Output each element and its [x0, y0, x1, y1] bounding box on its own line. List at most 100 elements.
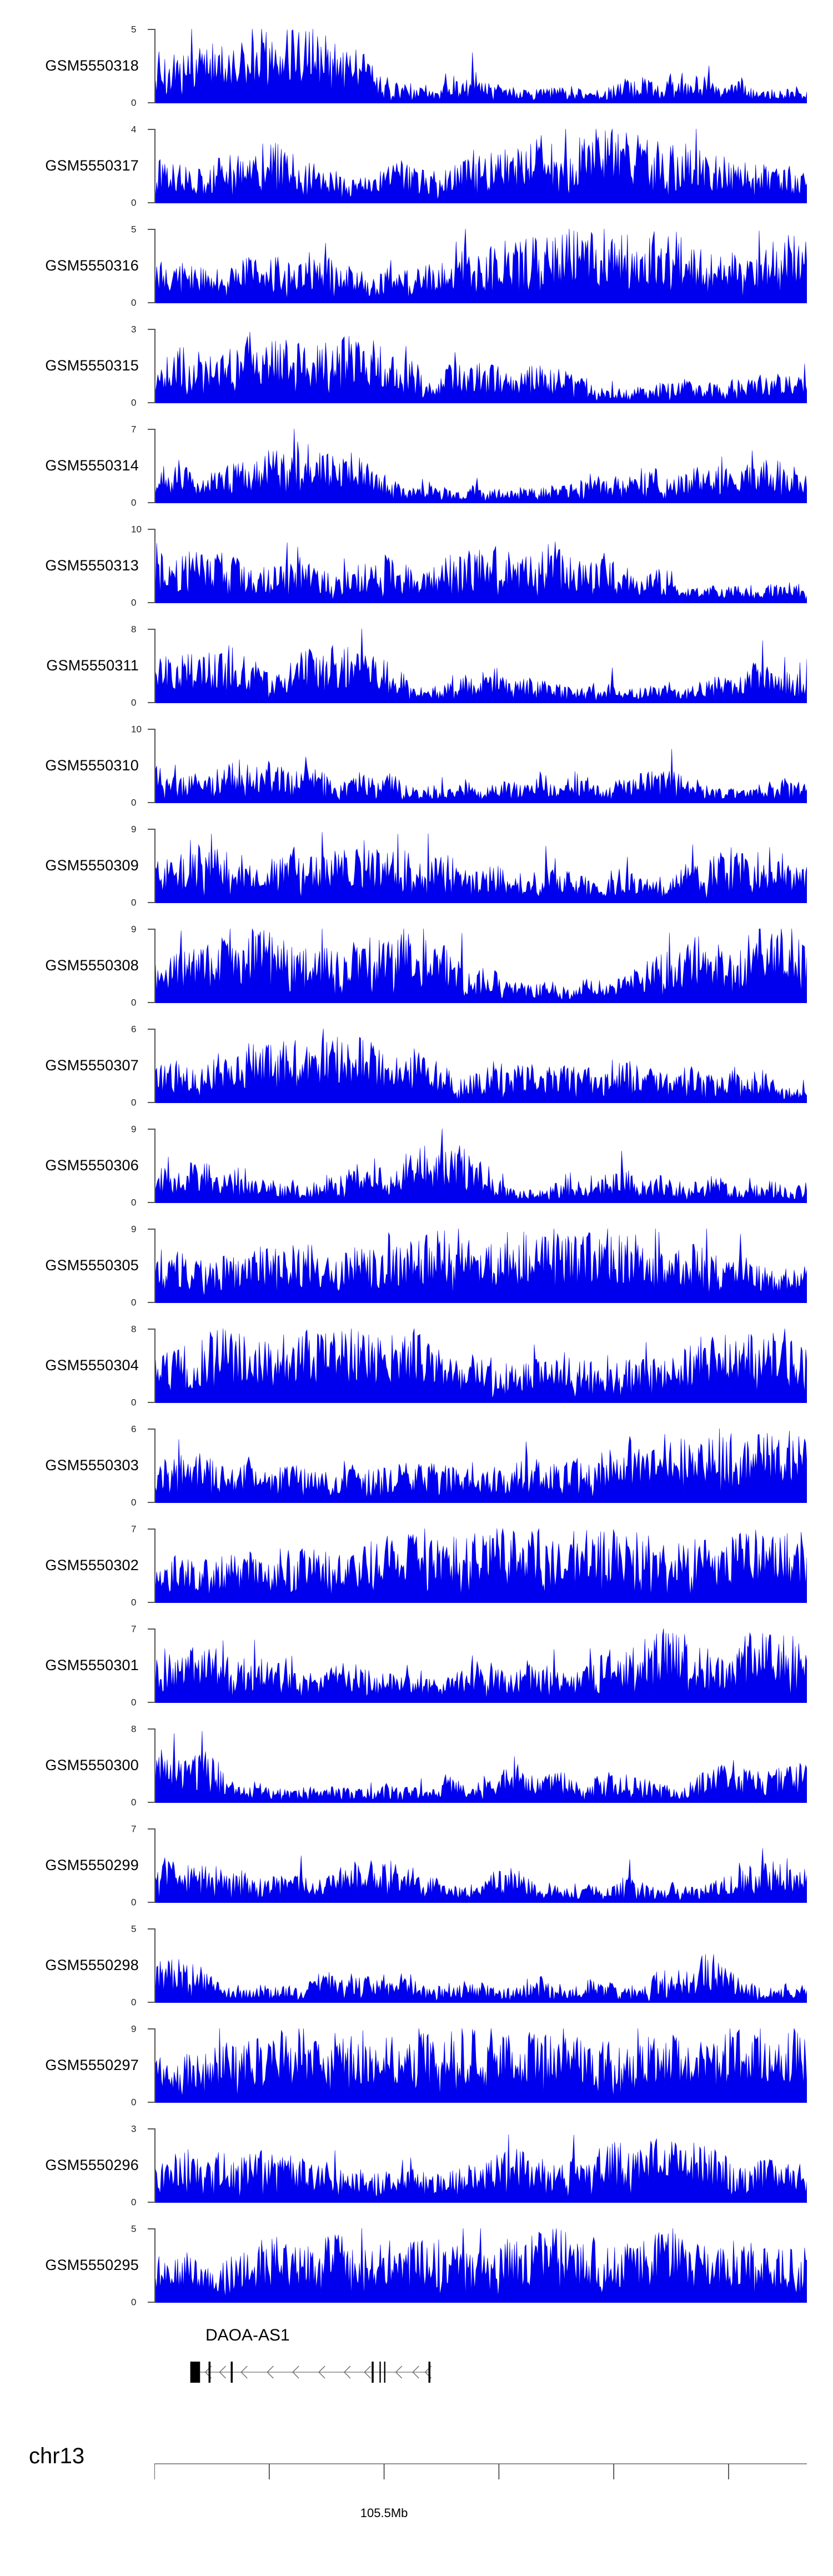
- coverage-track[interactable]: GSM5550304 8 0: [0, 1315, 833, 1415]
- gene-model-svg: [190, 2362, 432, 2383]
- coverage-track[interactable]: GSM5550301 7 0: [0, 1615, 833, 1715]
- coverage-track[interactable]: GSM5550309 9 0: [0, 815, 833, 915]
- y-axis-tick-bottom: [148, 1402, 155, 1403]
- gene-annotation-track: DAOA-AS1: [0, 2315, 833, 2432]
- y-axis-tick-bottom: [148, 1302, 155, 1303]
- coverage-area-plot: [155, 1229, 807, 1303]
- coverage-track[interactable]: GSM5550311 8 0: [0, 615, 833, 715]
- y-axis-tick-top: [148, 829, 155, 830]
- gene-exon-block[interactable]: [379, 2362, 381, 2383]
- coverage-track[interactable]: GSM5550296 3 0: [0, 2115, 833, 2215]
- coverage-track[interactable]: GSM5550303 6 0: [0, 1415, 833, 1515]
- y-axis-line: [154, 29, 155, 103]
- coverage-area-plot: [155, 1329, 807, 1403]
- gene-exon-block[interactable]: [384, 2362, 385, 2383]
- coverage-track[interactable]: GSM5550316 5 0: [0, 215, 833, 315]
- y-axis-tick-bottom: [148, 2002, 155, 2003]
- coverage-track[interactable]: GSM5550302 7 0: [0, 1515, 833, 1615]
- coverage-track[interactable]: GSM5550295 5 0: [0, 2215, 833, 2315]
- coverage-track[interactable]: GSM5550300 8 0: [0, 1715, 833, 1815]
- track-plot-area[interactable]: 10 0: [131, 525, 807, 608]
- y-axis-tick-bottom: [148, 902, 155, 903]
- track-sample-label: GSM5550309: [45, 856, 139, 874]
- coverage-area-plot: [155, 749, 807, 803]
- coverage-track[interactable]: GSM5550299 7 0: [0, 1815, 833, 1915]
- coverage-polygon: [155, 929, 807, 1003]
- y-axis-min-label: 0: [131, 1297, 137, 1308]
- y-axis-min-label: 0: [131, 2197, 137, 2208]
- y-axis-line: [154, 129, 155, 203]
- y-axis-tick-bottom: [148, 1502, 155, 1503]
- coverage-track[interactable]: GSM5550297 9 0: [0, 2015, 833, 2115]
- y-axis-tick-top: [148, 2128, 155, 2129]
- gene-exon-block[interactable]: [208, 2362, 211, 2383]
- y-axis-tick-bottom: [148, 1202, 155, 1203]
- coverage-polygon: [155, 1954, 807, 2003]
- y-axis-max-label: 9: [131, 924, 137, 935]
- y-axis-tick-bottom: [148, 702, 155, 703]
- coverage-track[interactable]: GSM5550310 10 0: [0, 715, 833, 815]
- coverage-track[interactable]: GSM5550298 5 0: [0, 1915, 833, 2015]
- y-axis-tick-bottom: [148, 2302, 155, 2303]
- coverage-track[interactable]: GSM5550306 9 0: [0, 1115, 833, 1215]
- y-axis-max-label: 6: [131, 1424, 137, 1435]
- track-sample-label: GSM5550311: [46, 656, 139, 674]
- coverage-track[interactable]: GSM5550308 9 0: [0, 915, 833, 1015]
- coverage-polygon: [155, 2134, 807, 2203]
- coverage-track[interactable]: GSM5550307 6 0: [0, 1015, 833, 1115]
- gene-exon-block[interactable]: [372, 2362, 374, 2383]
- y-axis-max-label: 3: [131, 2123, 137, 2134]
- chromosome-label: chr13: [29, 2444, 85, 2468]
- coverage-area-plot: [155, 1731, 807, 1803]
- coverage-area-plot: [155, 229, 807, 303]
- y-axis-max-label: 8: [131, 1723, 137, 1735]
- track-plot-area[interactable]: 10 0: [131, 725, 807, 808]
- y-axis-min-label: 0: [131, 497, 137, 508]
- gene-exon-block[interactable]: [230, 2362, 233, 2383]
- gene-exon-block[interactable]: [190, 2362, 200, 2383]
- top-spacer: [0, 0, 833, 16]
- coverage-area-plot: [155, 1129, 807, 1203]
- gene-model[interactable]: [154, 2355, 807, 2389]
- track-sample-label: GSM5550297: [45, 2056, 139, 2073]
- coverage-track[interactable]: GSM5550317 4 0: [0, 116, 833, 215]
- chromosome-axis[interactable]: 105.5Mb: [154, 2458, 807, 2525]
- coverage-track[interactable]: GSM5550315 3 0: [0, 315, 833, 415]
- y-axis-min-label: 0: [131, 1497, 137, 1508]
- y-axis-min-label: 0: [131, 197, 137, 208]
- gene-exon-block[interactable]: [428, 2362, 431, 2383]
- coverage-track[interactable]: GSM5550318 5 0: [0, 16, 833, 116]
- coverage-track[interactable]: GSM5550313 10 0: [0, 515, 833, 615]
- y-axis-min-label: 0: [131, 597, 137, 608]
- y-axis-min-label: 0: [131, 2297, 137, 2308]
- coverage-track[interactable]: GSM5550314 7 0: [0, 415, 833, 515]
- chromosome-axis-svg: [154, 2463, 807, 2479]
- track-sample-label: GSM5550295: [45, 2256, 139, 2273]
- y-axis-max-label: 3: [131, 324, 137, 335]
- coverage-track[interactable]: GSM5550305 9 0: [0, 1215, 833, 1315]
- y-axis-line: [154, 1528, 155, 1603]
- y-axis-line: [154, 829, 155, 903]
- y-axis-tick-top: [148, 1429, 155, 1430]
